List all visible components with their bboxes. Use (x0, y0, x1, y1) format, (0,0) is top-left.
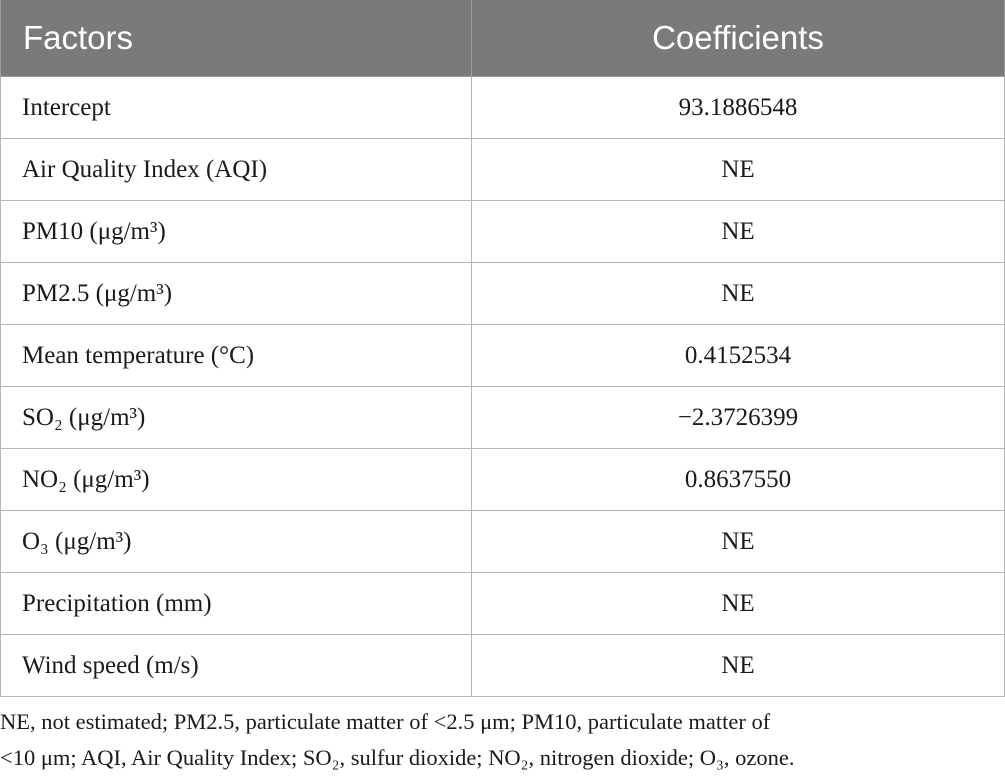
factor-cell: Air Quality Index (AQI) (1, 139, 472, 201)
header-coefficients: Coefficients (472, 0, 1005, 77)
table-row: Intercept 93.1886548 (1, 77, 1005, 139)
coefficient-cell: 93.1886548 (472, 77, 1005, 139)
table-header: Factors Coefficients (1, 0, 1005, 77)
coefficient-cell: NE (472, 139, 1005, 201)
coefficient-cell: 0.8637550 (472, 449, 1005, 511)
factor-cell: Wind speed (m/s) (1, 635, 472, 697)
coefficient-cell: −2.3726399 (472, 387, 1005, 449)
table-row: SO₂ (μg/m³) −2.3726399 (1, 387, 1005, 449)
factor-cell: PM10 (μg/m³) (1, 201, 472, 263)
table-row: Air Quality Index (AQI) NE (1, 139, 1005, 201)
coefficient-cell: NE (472, 573, 1005, 635)
footnote-line: <10 μm; AQI, Air Quality Index; SO₂, sul… (0, 740, 1000, 776)
table-body: Intercept 93.1886548 Air Quality Index (… (1, 77, 1005, 697)
table-row: Wind speed (m/s) NE (1, 635, 1005, 697)
coefficient-cell: NE (472, 635, 1005, 697)
header-row: Factors Coefficients (1, 0, 1005, 77)
coefficient-cell: NE (472, 263, 1005, 325)
table-row: PM2.5 (μg/m³) NE (1, 263, 1005, 325)
table-row: NO₂ (μg/m³) 0.8637550 (1, 449, 1005, 511)
table-row: Precipitation (mm) NE (1, 573, 1005, 635)
footnote-line: NE, not estimated; PM2.5, particulate ma… (0, 704, 1000, 740)
coefficient-cell: NE (472, 511, 1005, 573)
factor-cell: Intercept (1, 77, 472, 139)
header-factors: Factors (1, 0, 472, 77)
factor-cell: PM2.5 (μg/m³) (1, 263, 472, 325)
factor-cell: Mean temperature (°C) (1, 325, 472, 387)
table-footnote: NE, not estimated; PM2.5, particulate ma… (0, 704, 1000, 776)
factor-cell: NO₂ (μg/m³) (1, 449, 472, 511)
coefficients-table: Factors Coefficients Intercept 93.188654… (0, 0, 1005, 697)
table-row: O₃ (μg/m³) NE (1, 511, 1005, 573)
coefficient-cell: 0.4152534 (472, 325, 1005, 387)
factor-cell: Precipitation (mm) (1, 573, 472, 635)
coefficient-cell: NE (472, 201, 1005, 263)
factor-cell: O₃ (μg/m³) (1, 511, 472, 573)
table-row: Mean temperature (°C) 0.4152534 (1, 325, 1005, 387)
coefficients-table-container: Factors Coefficients Intercept 93.188654… (0, 0, 1004, 697)
table-row: PM10 (μg/m³) NE (1, 201, 1005, 263)
factor-cell: SO₂ (μg/m³) (1, 387, 472, 449)
